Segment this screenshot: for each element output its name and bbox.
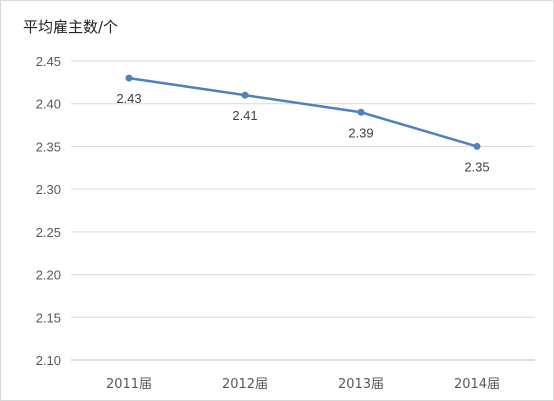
- data-labels: 2.43 2.41 2.39 2.35: [116, 91, 489, 174]
- data-point: [357, 108, 365, 116]
- x-tick-label: 2012届: [222, 377, 268, 392]
- gridlines: [71, 60, 535, 361]
- data-label: 2.43: [116, 91, 141, 106]
- y-tick-label: 2.45: [36, 54, 61, 69]
- y-tick-label: 2.25: [36, 225, 61, 240]
- y-axis-ticks: 2.10 2.15 2.20 2.25 2.30 2.35 2.40 2.45: [36, 54, 61, 368]
- series-layer: [125, 74, 481, 150]
- y-tick-label: 2.10: [36, 353, 61, 368]
- y-tick-label: 2.40: [36, 97, 61, 112]
- x-tick-label: 2011届: [106, 377, 152, 392]
- data-label: 2.41: [232, 108, 257, 123]
- data-point: [473, 142, 481, 150]
- x-tick-label: 2013届: [338, 377, 384, 392]
- data-point: [241, 91, 249, 99]
- chart-title: 平均雇主数/个: [23, 18, 118, 36]
- data-label: 2.39: [348, 125, 373, 140]
- y-tick-label: 2.30: [36, 182, 61, 197]
- y-tick-label: 2.15: [36, 310, 61, 325]
- x-axis-ticks: 2011届 2012届 2013届 2014届: [106, 377, 500, 392]
- series-line: [128, 76, 478, 148]
- y-tick-label: 2.20: [36, 268, 61, 283]
- x-tick-label: 2014届: [454, 377, 500, 392]
- y-tick-label: 2.35: [36, 139, 61, 154]
- data-label: 2.35: [464, 159, 489, 174]
- data-point: [125, 74, 133, 82]
